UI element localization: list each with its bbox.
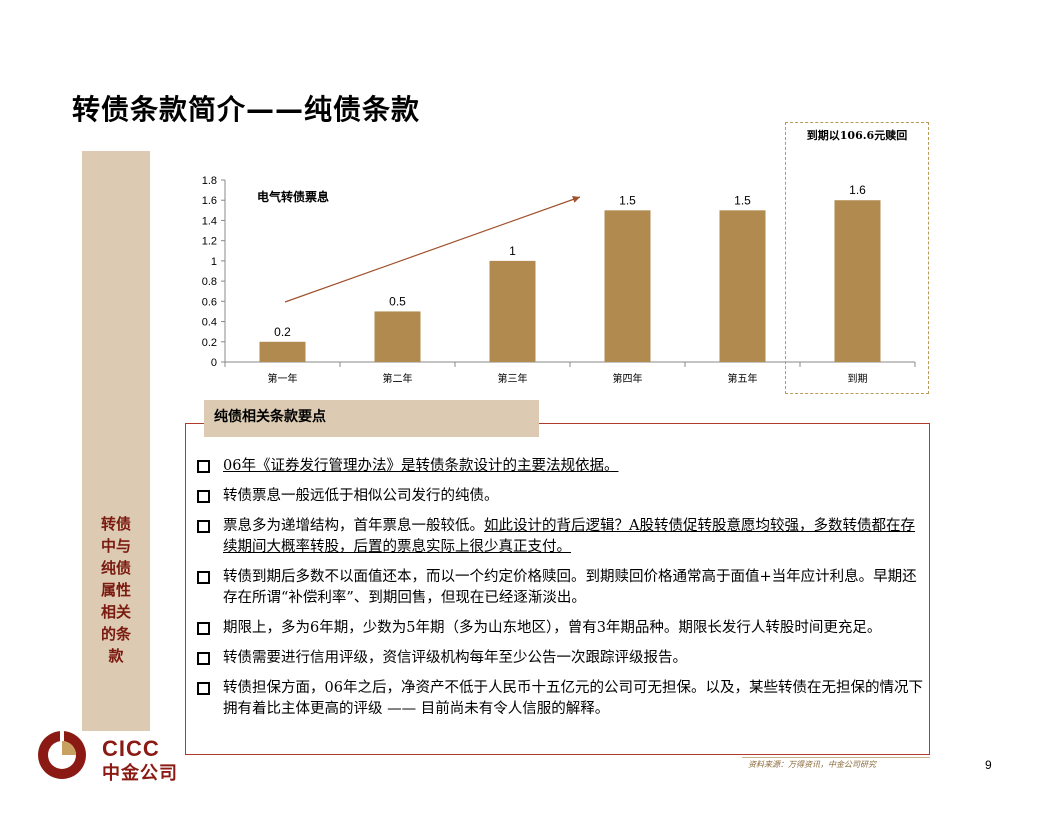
data-label: 0.5 bbox=[389, 294, 406, 308]
category-label: 第一年 bbox=[268, 372, 298, 385]
cicc-logo-icon bbox=[38, 731, 86, 779]
bullet-text: 转债票息一般远低于相似公司发行的纯债。 bbox=[223, 488, 499, 504]
sidebar-label-line: 相关 bbox=[100, 603, 131, 621]
y-tick-label: 1.6 bbox=[202, 195, 217, 207]
bullet-text: 期限上，多为6年期，少数为5年期（多为山东地区），曾有3年期品种。期限长发行人转… bbox=[223, 620, 882, 636]
y-tick-label: 1.4 bbox=[202, 215, 217, 227]
sidebar-label-line: 纯债 bbox=[100, 559, 131, 577]
checkbox-bullet-icon bbox=[197, 571, 210, 584]
category-label: 第五年 bbox=[728, 372, 758, 385]
bar bbox=[719, 210, 766, 362]
content-box-border bbox=[539, 423, 930, 424]
y-tick-label: 0 bbox=[211, 357, 217, 369]
bullet-item: 转债票息一般远低于相似公司发行的纯债。 bbox=[195, 486, 925, 507]
bar bbox=[604, 210, 651, 362]
sidebar-panel: 转债中与纯债属性相关的条款 bbox=[82, 151, 150, 731]
coupon-bar-chart: 0 0.2 0.4 0.6 0.8 1 1.2 1.4 1.6 1.8 0.2 第一年 0.5 第二年 1 第… bbox=[202, 175, 916, 385]
y-tick-label: 0.4 bbox=[202, 317, 217, 329]
checkbox-bullet-icon bbox=[197, 520, 210, 533]
bullet-item: 转债需要进行信用评级，资信评级机构每年至少公告一次跟踪评级报告。 bbox=[195, 648, 925, 669]
checkbox-bullet-icon bbox=[197, 490, 210, 503]
bullet-text: 票息多为递增结构，首年票息一般较低。 bbox=[223, 518, 484, 534]
bar bbox=[259, 341, 306, 362]
cicc-logo: CICC 中金公司 bbox=[34, 728, 194, 784]
checkbox-bullet-icon bbox=[197, 682, 210, 695]
sidebar-label-line: 的条 bbox=[100, 625, 131, 643]
y-tick-label: 1.2 bbox=[202, 236, 217, 248]
bullet-text: 如此设计的背后逻辑？A股转债促转股意愿均较强，多数转债都在存续期间大概率转股，后… bbox=[223, 518, 915, 555]
bullet-item: 06年《证券发行管理办法》是转债条款设计的主要法规依据。 bbox=[195, 456, 925, 477]
sidebar-label-line: 中与 bbox=[100, 537, 131, 555]
data-label: 1.5 bbox=[734, 193, 751, 207]
checkbox-bullet-icon bbox=[197, 622, 210, 635]
y-tick-label: 0.8 bbox=[202, 276, 217, 288]
checkbox-bullet-icon bbox=[197, 652, 210, 665]
source-note: 资料来源：万得资讯，中金公司研究 bbox=[748, 760, 876, 769]
page-title: 转债条款简介——纯债条款 bbox=[72, 93, 421, 126]
bullet-item: 转债担保方面，06年之后，净资产不低于人民币十五亿元的公司可无担保。以及，某些转… bbox=[195, 678, 925, 720]
terms-content-box bbox=[185, 423, 930, 755]
sidebar-label-line: 转债 bbox=[100, 515, 131, 533]
section-header-text: 纯债相关条款要点 bbox=[214, 409, 326, 425]
bar bbox=[834, 200, 881, 362]
bullet-text: 06年《证券发行管理办法》是转债条款设计的主要法规依据。 bbox=[223, 458, 619, 474]
y-tick-label: 0.6 bbox=[202, 296, 217, 308]
bar bbox=[489, 260, 536, 362]
data-label: 1.6 bbox=[849, 183, 866, 197]
terms-bullet-list: 06年《证券发行管理办法》是转债条款设计的主要法规依据。 转债票息一般远低于相似公… bbox=[195, 456, 925, 729]
y-tick-label: 1 bbox=[211, 256, 217, 268]
bullet-item: 期限上，多为6年期，少数为5年期（多为山东地区），曾有3年期品种。期限长发行人转… bbox=[195, 618, 925, 639]
source-divider bbox=[742, 757, 930, 758]
bullet-item: 转债到期后多数不以面值还本，而以一个约定价格赎回。到期赎回价格通常高于面值+当年… bbox=[195, 567, 925, 609]
logo-latin: CICC bbox=[102, 736, 160, 761]
category-label: 第四年 bbox=[613, 372, 643, 385]
logo-chinese: 中金公司 bbox=[102, 763, 178, 784]
content-box-border bbox=[185, 423, 204, 424]
bullet-text: 转债担保方面，06年之后，净资产不低于人民币十五亿元的公司可无担保。以及，某些转… bbox=[223, 680, 923, 717]
data-label: 1.5 bbox=[619, 193, 636, 207]
data-label: 1 bbox=[509, 244, 516, 258]
y-tick-label: 1.8 bbox=[202, 175, 217, 187]
category-label: 到期 bbox=[848, 373, 868, 385]
bullet-text: 转债到期后多数不以面值还本，而以一个约定价格赎回。到期赎回价格通常高于面值+当年… bbox=[223, 569, 917, 606]
sidebar-label-line: 属性 bbox=[100, 581, 131, 599]
maturity-annotation: 到期以106.6元赎回 bbox=[806, 129, 908, 142]
category-label: 第二年 bbox=[383, 372, 413, 385]
sidebar-label: 转债中与纯债属性相关的条款 bbox=[82, 513, 150, 667]
category-label: 第三年 bbox=[498, 372, 528, 385]
chart-title: 电气转债票息 bbox=[257, 190, 330, 204]
bullet-text: 转债需要进行信用评级，资信评级机构每年至少公告一次跟踪评级报告。 bbox=[223, 650, 687, 666]
section-header: 纯债相关条款要点 bbox=[204, 400, 539, 437]
data-label: 0.2 bbox=[274, 325, 291, 339]
sidebar-label-line: 款 bbox=[108, 647, 124, 665]
page-number: 9 bbox=[985, 758, 992, 772]
trend-arrow bbox=[284, 196, 581, 303]
bar bbox=[374, 311, 421, 362]
y-tick-label: 0.2 bbox=[202, 337, 217, 349]
checkbox-bullet-icon bbox=[197, 460, 210, 473]
bullet-item: 票息多为递增结构，首年票息一般较低。如此设计的背后逻辑？A股转债促转股意愿均较强… bbox=[195, 516, 925, 558]
maturity-highlight-box: 到期以106.6元赎回 bbox=[785, 122, 929, 394]
